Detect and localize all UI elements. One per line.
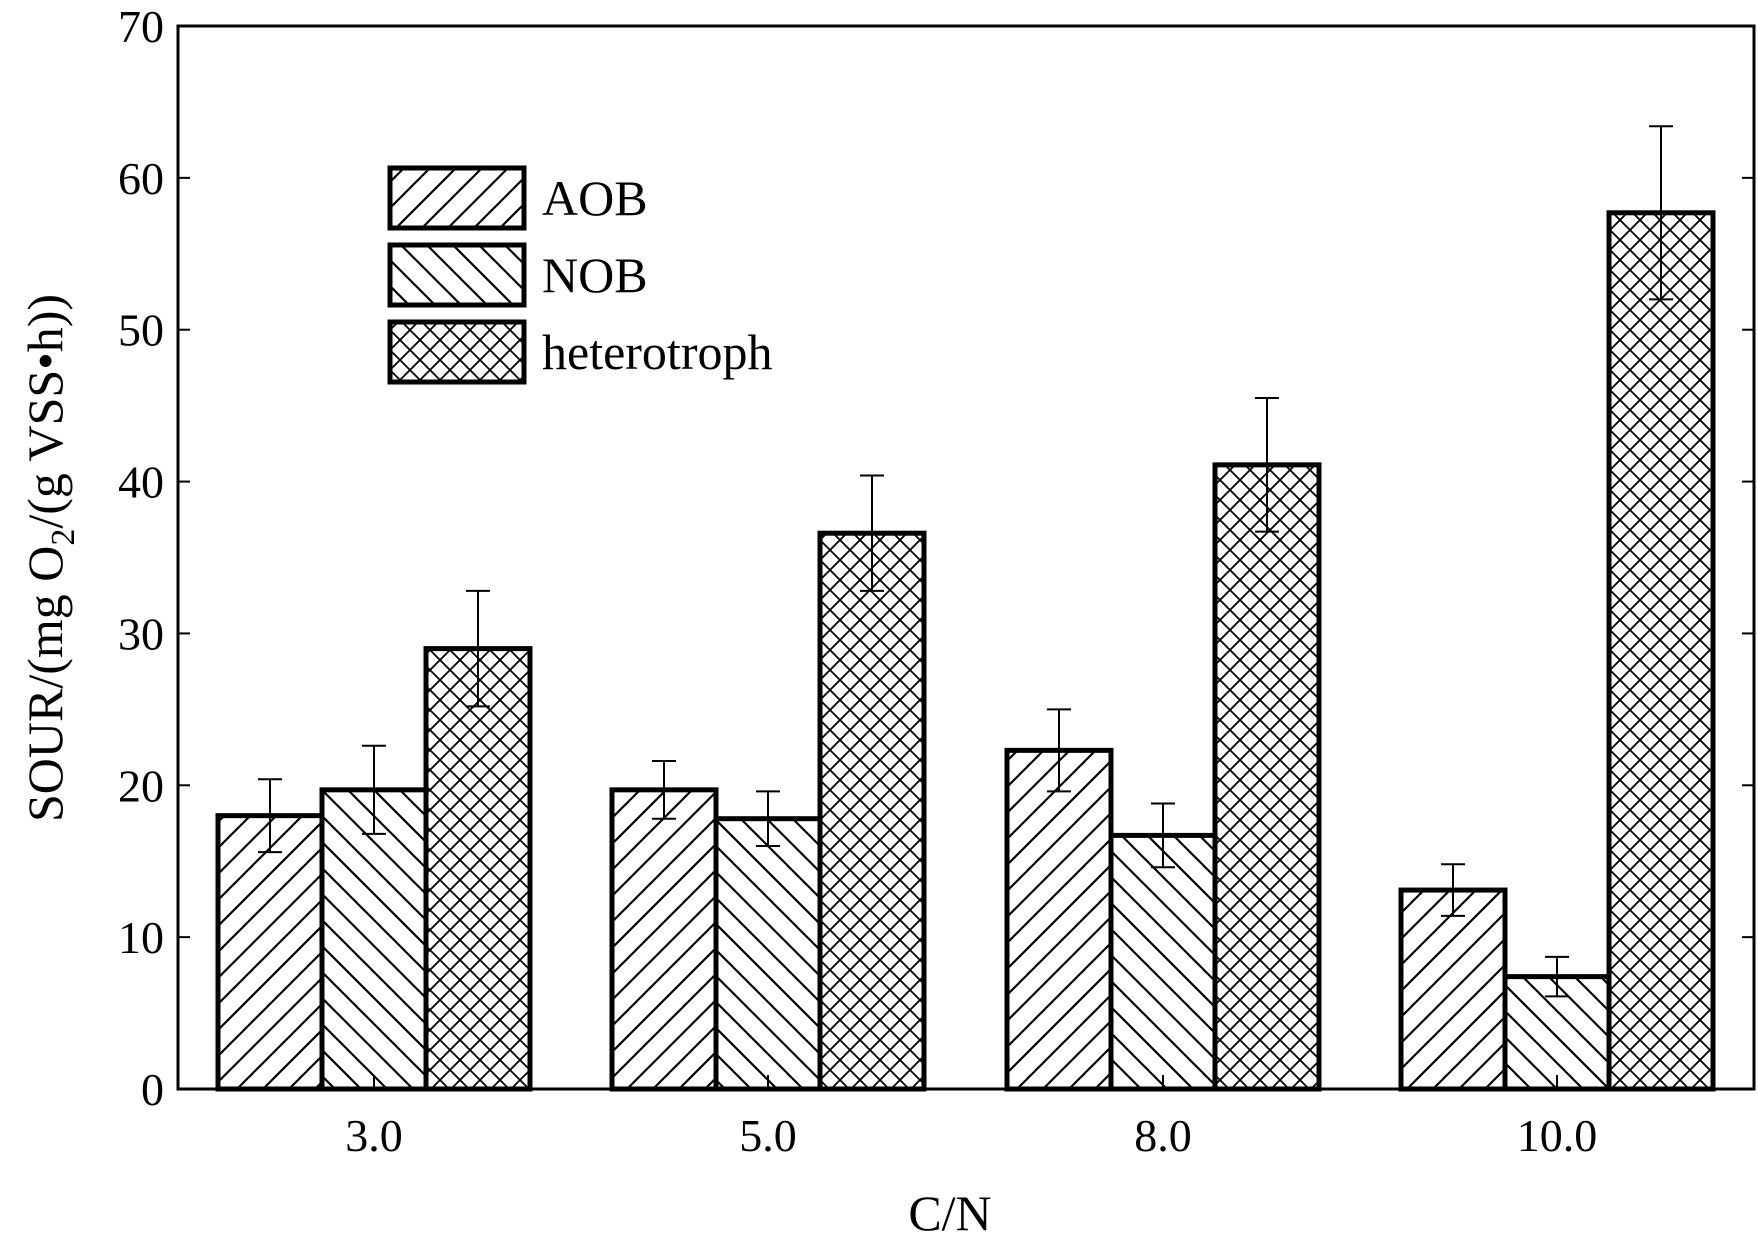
x-tick-label: 10.0 [1517, 1110, 1598, 1161]
bar-heterotroph-cn-5-0 [817, 530, 927, 1092]
y-axis-title-tail: /(g VSS•h)) [17, 294, 73, 529]
y-axis-title: SOUR/(mg O2/(g VSS•h)) [17, 294, 82, 822]
error-bar-aob-cn-8-0 [1047, 708, 1071, 793]
y-axis-title-subscript: 2 [45, 529, 82, 546]
y-tick-label: 30 [118, 608, 164, 659]
error-bar-aob-cn-5-0 [652, 759, 676, 820]
x-axis-ticks: 3.0 5.0 8.0 10.0 [345, 1075, 1597, 1161]
bar-heterotroph-cn-3-0 [423, 646, 533, 1092]
bar-aob-cn-3-0 [215, 813, 325, 1092]
error-bar-heterotroph-cn-10-0 [1649, 125, 1673, 301]
x-axis-title: C/N [908, 1185, 991, 1241]
y-tick-label: 40 [118, 457, 164, 508]
plot-frame [176, 24, 1756, 1091]
error-bars-layer [258, 125, 1673, 998]
bar-heterotroph-cn-8-0 [1212, 462, 1322, 1092]
legend-swatch-aob [387, 165, 527, 231]
y-tick-label: 70 [118, 1, 164, 52]
error-bar-nob-cn-10-0 [1545, 955, 1569, 998]
bar-heterotroph-cn-10-0 [1606, 210, 1716, 1092]
x-tick-label: 8.0 [1134, 1110, 1192, 1161]
legend-swatch-heterotroph [387, 319, 527, 385]
y-axis-title-main: SOUR/(mg O [17, 546, 73, 822]
y-tick-label: 10 [118, 912, 164, 963]
error-bar-heterotroph-cn-8-0 [1255, 397, 1279, 533]
legend-label-nob: NOB [542, 247, 648, 303]
legend-swatch-nob [387, 242, 527, 308]
bar-nob-cn-3-0 [319, 787, 429, 1092]
y-tick-label: 0 [141, 1064, 164, 1115]
bar-nob-cn-5-0 [713, 816, 823, 1092]
y-tick-label: 60 [118, 153, 164, 204]
error-bar-aob-cn-10-0 [1441, 863, 1465, 917]
bar-nob-cn-8-0 [1108, 832, 1218, 1092]
error-bar-aob-cn-3-0 [258, 778, 282, 854]
legend-label-aob: AOB [542, 170, 648, 226]
y-axis-ticks: 0 10 20 30 40 50 60 70 [118, 1, 1754, 1115]
legend: AOB NOB heterotroph [387, 165, 772, 385]
y-tick-label: 20 [118, 760, 164, 811]
bar-aob-cn-10-0 [1398, 887, 1508, 1092]
x-tick-label: 3.0 [345, 1110, 403, 1161]
x-tick-label: 5.0 [739, 1110, 797, 1161]
error-bar-nob-cn-8-0 [1151, 802, 1175, 869]
bar-aob-cn-8-0 [1004, 747, 1114, 1092]
error-bar-heterotroph-cn-5-0 [860, 474, 884, 592]
bar-aob-cn-5-0 [609, 787, 719, 1092]
y-tick-label: 50 [118, 305, 164, 356]
error-bar-heterotroph-cn-3-0 [466, 589, 490, 708]
error-bar-nob-cn-3-0 [362, 744, 386, 835]
legend-label-heterotroph: heterotroph [542, 324, 772, 380]
error-bar-nob-cn-5-0 [756, 790, 780, 848]
